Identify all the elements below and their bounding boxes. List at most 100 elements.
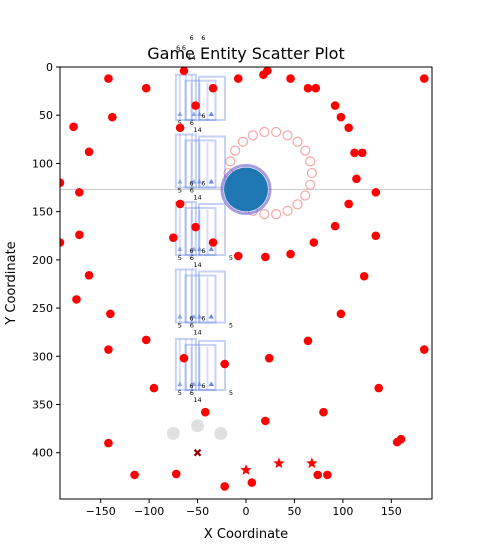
formation-label: 6 <box>190 254 194 262</box>
formation-label: 6 <box>201 180 205 188</box>
star-marker <box>240 464 252 475</box>
y-tick-label: 0 <box>46 61 53 74</box>
enemy-marker <box>303 83 313 93</box>
formation-box <box>184 139 217 189</box>
enemy-marker <box>263 67 272 76</box>
waypoint-marker <box>305 156 316 167</box>
formation-unit-marker <box>208 246 214 252</box>
y-tick-label: 300 <box>32 350 53 363</box>
waypoint-marker <box>271 126 282 138</box>
formation-unit-marker <box>208 381 214 387</box>
waypoint-marker <box>300 190 311 201</box>
formation-label: 5 <box>178 322 182 330</box>
x-tick-label: −50 <box>186 505 209 518</box>
x-axis: −150 −100 −50 0 50 100 150 <box>86 499 402 518</box>
formation-label: 6 <box>190 187 194 195</box>
formation-box <box>174 337 197 392</box>
formation-box <box>184 343 217 392</box>
formation-label: 6 <box>182 44 186 52</box>
formation-label: 6 <box>201 112 205 120</box>
enemy-marker <box>286 249 295 259</box>
formation-label: 6 <box>201 315 205 323</box>
formation-label: 14 <box>193 329 201 337</box>
waypoint-marker <box>282 205 293 216</box>
formation-box <box>174 133 197 189</box>
waypoint-marker <box>305 179 316 190</box>
formation-box <box>184 207 217 257</box>
y-axis-label: Y Coordinate <box>4 241 19 325</box>
formation-label: 6 <box>190 34 194 42</box>
enemy-marker <box>75 230 84 240</box>
x-tick-label: 0 <box>243 505 250 518</box>
formation-unit-marker <box>191 111 197 117</box>
formation-label: 6 <box>201 247 205 255</box>
formation-box <box>198 135 226 189</box>
enemy-marker <box>179 67 189 76</box>
formation-label: 6 <box>190 322 194 330</box>
formation-label: 5 <box>229 389 233 397</box>
waypoint-marker <box>247 130 259 141</box>
enemy-marker <box>330 221 340 231</box>
enemy-marker <box>311 83 321 93</box>
enemy-marker <box>419 74 429 83</box>
enemy-marker <box>371 231 381 241</box>
formation-unit-marker <box>197 381 202 387</box>
enemy-marker <box>141 335 151 345</box>
enemy-marker <box>303 336 313 346</box>
formation-label: 14 <box>193 194 201 202</box>
enemy-marker <box>233 251 243 261</box>
formation-label: 6 <box>189 315 193 323</box>
formation-unit-marker <box>208 179 214 184</box>
waypoint-marker <box>306 167 317 179</box>
enemy-marker <box>419 345 429 354</box>
formation-label: 6 <box>190 389 194 397</box>
x-tick-label: 100 <box>332 505 353 518</box>
enemy-marker <box>374 383 384 393</box>
x-tick-label: −150 <box>86 505 116 518</box>
enemy-marker <box>169 233 178 242</box>
enemy-marker <box>104 74 113 83</box>
formation-box <box>198 75 226 122</box>
enemy-marker <box>344 123 353 133</box>
x-tick-label: 50 <box>287 505 301 518</box>
x-tick-label: −100 <box>134 505 164 518</box>
enemy-marker <box>191 101 200 110</box>
enemy-marker <box>233 74 243 83</box>
enemy-marker <box>371 188 381 197</box>
enemy-marker <box>323 470 332 480</box>
formation-label: 6 <box>189 382 193 390</box>
enemy-marker <box>141 83 151 93</box>
formation-unit-marker <box>197 246 202 252</box>
formation-box <box>198 270 226 324</box>
formation-unit-marker <box>177 179 183 184</box>
waypoint-marker <box>292 199 303 210</box>
formation-unit-marker <box>197 179 202 184</box>
player-marker <box>224 167 268 212</box>
y-tick-label: 400 <box>32 447 53 460</box>
enemy-marker <box>130 470 139 480</box>
neutral-marker <box>166 426 180 440</box>
enemy-marker <box>286 74 295 83</box>
formation-unit-marker <box>208 111 214 117</box>
y-tick-label: 200 <box>32 254 53 267</box>
enemy-marker <box>336 112 346 122</box>
enemy-marker <box>359 271 369 281</box>
enemy-marker <box>261 416 270 426</box>
enemy-marker <box>220 359 229 369</box>
formation-unit-marker <box>197 314 202 319</box>
enemy-marker <box>330 101 340 110</box>
enemy-marker <box>60 178 65 188</box>
enemy-marker <box>352 174 361 184</box>
enemy-marker <box>208 238 218 247</box>
enemy-marker <box>104 345 113 354</box>
y-axis: 0 50 100 150 200 250 300 350 400 <box>32 61 60 460</box>
enemy-marker <box>179 353 189 363</box>
formation-box <box>184 79 217 122</box>
x-marker <box>193 448 202 457</box>
chart-title: Game Entity Scatter Plot <box>147 44 344 63</box>
waypoint-marker <box>300 145 311 156</box>
waypoint-marker <box>282 130 293 141</box>
formation-box <box>184 274 217 324</box>
formation-unit-marker <box>191 246 197 252</box>
